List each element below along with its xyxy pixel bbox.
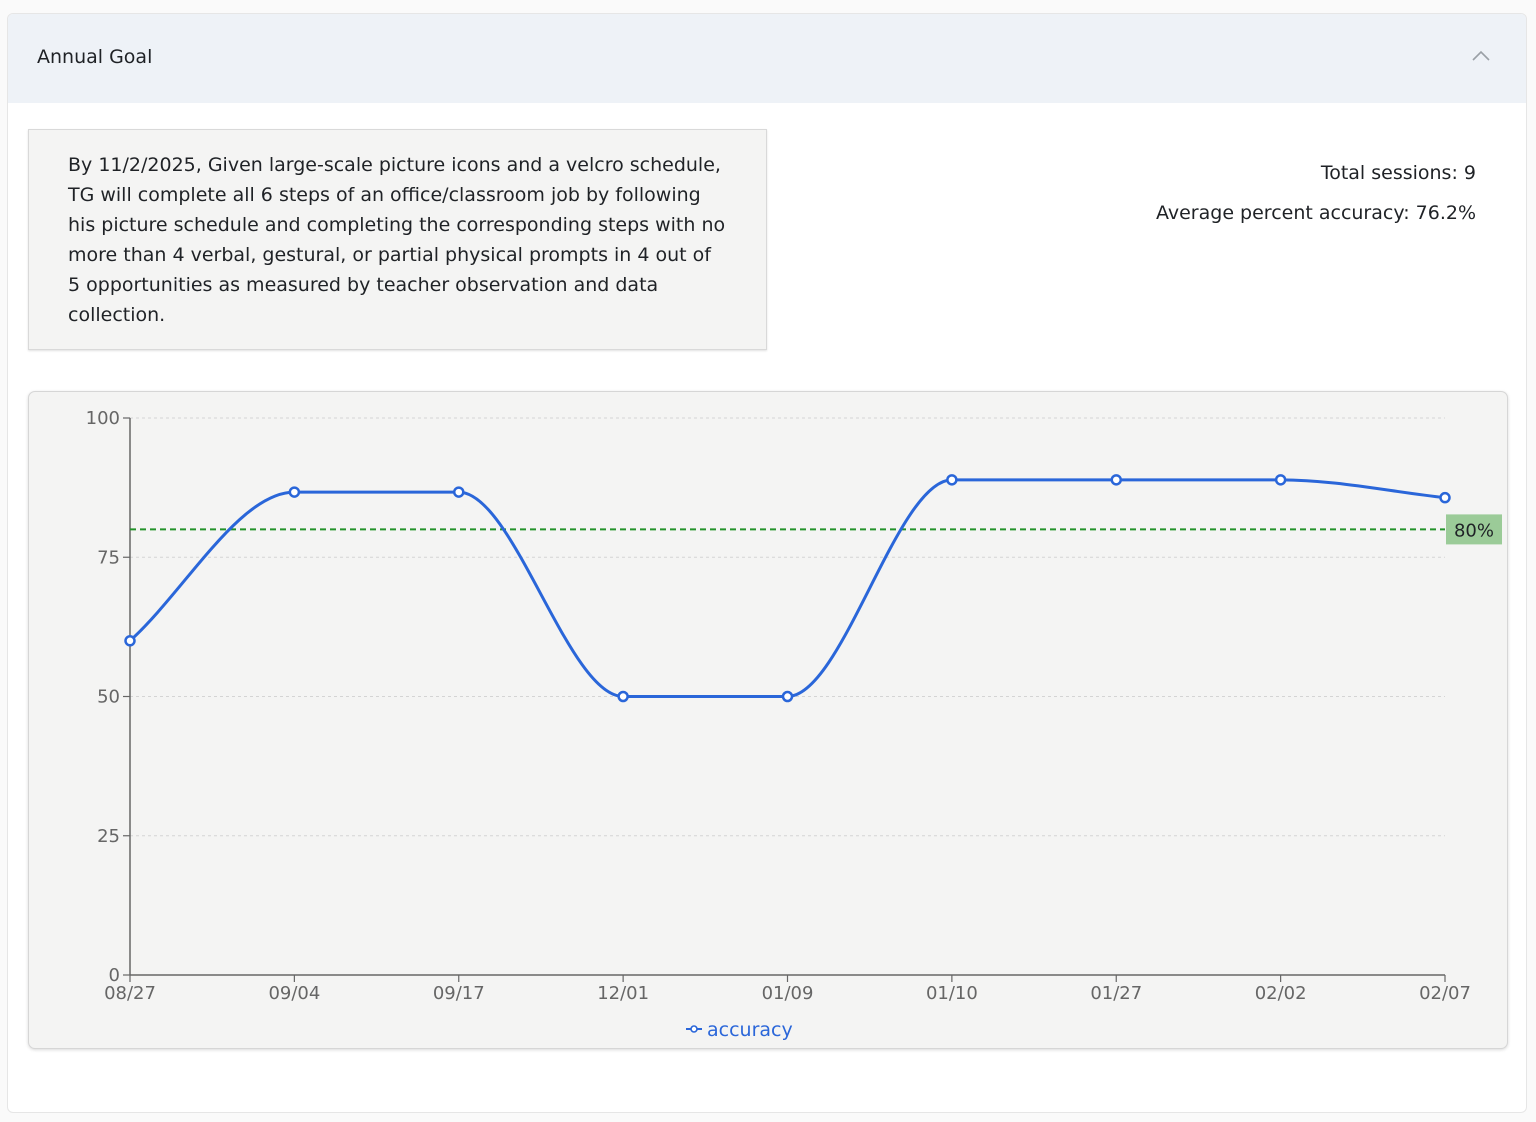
data-point: [1274, 474, 1287, 486]
x-tick-label: 01/09: [762, 983, 814, 1004]
y-tick-label: 100: [86, 408, 120, 429]
x-tick-label: 08/27: [104, 983, 156, 1004]
data-point: [453, 486, 465, 498]
card-title: Annual Goal: [37, 46, 153, 68]
annual-goal-card: Annual Goal By 11/2/2025, Given large-sc…: [7, 13, 1527, 1113]
data-point: [124, 635, 136, 647]
x-tick-label: 09/17: [433, 983, 485, 1004]
target-label: 80%: [1454, 520, 1494, 541]
x-tick-label: 01/10: [926, 983, 978, 1004]
card-header[interactable]: Annual Goal: [8, 14, 1526, 103]
data-point: [1110, 474, 1122, 486]
accuracy-line: [128, 478, 1446, 699]
session-stats: Total sessions: 9 Average percent accura…: [1156, 159, 1476, 239]
data-point: [1439, 491, 1451, 504]
chevron-up-icon[interactable]: [1472, 50, 1490, 62]
data-point: [946, 474, 958, 486]
x-tick-label: 01/27: [1090, 983, 1142, 1004]
data-point: [288, 486, 301, 498]
y-tick-label: 75: [97, 547, 120, 568]
y-tick-label: 50: [97, 687, 120, 708]
x-tick-label: 02/07: [1419, 983, 1471, 1004]
legend-label: accuracy: [707, 1019, 793, 1041]
data-point: [781, 690, 794, 703]
goal-description-box: By 11/2/2025, Given large-scale picture …: [28, 129, 767, 350]
legend-swatch-point: [690, 1025, 698, 1033]
accuracy-chart: 0 25 50 75 100 08/27 09/04 09/17 12/01 01/09 01/10…: [28, 391, 1508, 1049]
target-label-bg: [1446, 514, 1502, 545]
data-point: [617, 690, 629, 703]
y-tick-label: 0: [109, 965, 120, 986]
y-tick-label: 25: [97, 826, 120, 847]
total-sessions: Total sessions: 9: [1320, 162, 1476, 184]
x-tick-label: 02/02: [1255, 983, 1307, 1004]
average-accuracy: Average percent accuracy: 76.2%: [1155, 202, 1476, 224]
chart-svg: 0 25 50 75 100 08/27 09/04 09/17 12/01 01/09 01/10…: [86, 408, 1502, 1041]
x-tick-label: 12/01: [597, 983, 649, 1004]
x-tick-label: 09/04: [268, 983, 320, 1004]
goal-text: By 11/2/2025, Given large-scale picture …: [68, 154, 726, 326]
